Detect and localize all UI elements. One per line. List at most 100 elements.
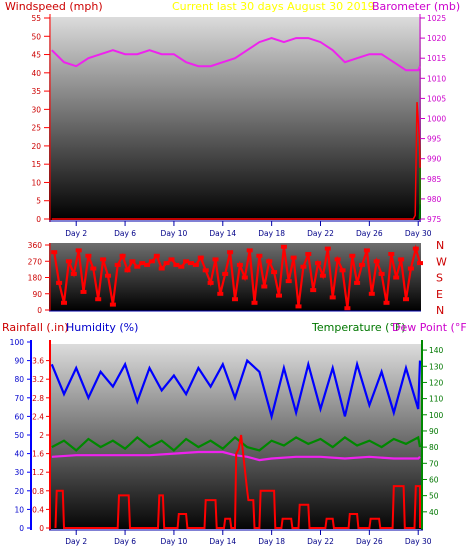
rain-tick-label: 2.4 <box>32 412 44 421</box>
series-point-wind-direction <box>65 259 72 264</box>
humidity-tick-label: 0 <box>19 524 24 533</box>
series-point-wind-direction <box>134 264 141 269</box>
series-point-wind-direction <box>109 302 116 307</box>
series-point-wind-direction <box>70 271 77 276</box>
series-point-wind-direction <box>227 250 234 255</box>
series-point-wind-direction <box>207 280 214 285</box>
x-tick-label: Day 22 <box>307 537 334 546</box>
series-point-wind-direction <box>305 252 312 256</box>
series-point-wind-direction <box>378 271 385 276</box>
left-tick-label: 180 <box>28 274 43 283</box>
compass-label: E <box>436 288 443 301</box>
x-tick-label: Day 30 <box>405 537 432 546</box>
temp-tick-label: 100 <box>429 411 444 420</box>
compass-label: N <box>436 239 444 252</box>
compass-label: W <box>436 255 447 268</box>
humidity-tick-label: 100 <box>10 338 25 347</box>
series-point-wind-direction <box>319 273 326 278</box>
series-point-wind-direction <box>359 262 365 267</box>
series-point-wind-direction <box>105 273 111 278</box>
right-tick-label: 995 <box>427 135 442 144</box>
series-point-wind-direction <box>388 252 395 256</box>
series-point-wind-direction <box>349 253 356 258</box>
series-point-wind-direction <box>236 262 243 267</box>
series-point-wind-direction <box>393 275 400 280</box>
series-point-wind-direction <box>285 279 292 284</box>
rain-tick-label: 3.6 <box>32 357 44 366</box>
left-tick-label: 55 <box>31 14 41 23</box>
series-point-wind-direction <box>315 261 322 266</box>
series-point-wind-direction <box>114 262 121 267</box>
series-line-windspeed <box>51 102 421 220</box>
x-tick-label: Day 14 <box>209 229 236 238</box>
series-line-wind-direction <box>53 244 422 309</box>
series-point-wind-direction <box>334 257 341 262</box>
x-tick-label: Day 18 <box>258 537 285 546</box>
temp-tick-label: 110 <box>429 395 444 404</box>
series-point-wind-direction <box>153 253 160 258</box>
left-tick-label: 45 <box>31 51 41 60</box>
series-point-wind-direction <box>261 284 268 289</box>
temp-tick-label: 140 <box>429 346 444 355</box>
rain-tick-label: 1.2 <box>32 468 44 477</box>
temp-tick-label: 60 <box>429 475 439 484</box>
left-tick-label: 270 <box>28 257 43 266</box>
left-tick-label: 360 <box>28 241 43 250</box>
series-point-wind-direction <box>90 266 97 271</box>
series-point-wind-direction <box>75 248 82 253</box>
temp-tick-label: 120 <box>429 378 444 387</box>
left-tick-label: 20 <box>31 142 41 151</box>
series-point-wind-direction <box>188 261 194 266</box>
x-tick-label: Day 10 <box>161 537 188 546</box>
series-point-wind-direction <box>100 257 107 262</box>
series-point-wind-direction <box>310 288 317 293</box>
left-tick-label: 35 <box>31 87 41 96</box>
series-point-wind-direction <box>139 261 146 266</box>
wind-baro-plot-area <box>49 17 421 220</box>
series-point-wind-direction <box>246 248 253 253</box>
series-point-wind-direction <box>202 268 209 273</box>
temperature-axis-label: Temperature (°F) <box>311 321 406 334</box>
left-tick-label: 0 <box>37 306 42 315</box>
series-point-wind-direction <box>222 271 229 276</box>
x-tick-label: Day 6 <box>114 537 136 546</box>
series-point-wind-direction <box>256 253 263 258</box>
series-line-dew-point <box>51 450 421 462</box>
series-point-wind-direction <box>144 262 151 267</box>
left-tick-label: 10 <box>31 178 41 187</box>
series-point-wind-direction <box>339 268 346 273</box>
humidity-tick-label: 20 <box>14 487 24 496</box>
series-point-wind-direction <box>398 257 405 262</box>
rain-tick-label: 3.2 <box>32 375 44 384</box>
series-point-wind-direction <box>80 289 87 294</box>
x-tick-label: Day 6 <box>114 229 136 238</box>
left-tick-label: 25 <box>31 124 41 133</box>
series-point-wind-direction <box>129 259 136 264</box>
rain-tick-label: 0.4 <box>32 505 44 514</box>
series-point-wind-direction <box>212 257 219 262</box>
dewpoint-axis-label: Dew Point (°F) <box>392 321 466 334</box>
series-point-wind-direction <box>354 280 361 285</box>
series-point-wind-direction <box>417 261 423 266</box>
left-tick-label: 5 <box>36 197 41 206</box>
humidity-tick-label: 10 <box>14 505 24 514</box>
series-point-wind-direction <box>85 253 92 258</box>
series-line-rainfall <box>54 434 421 529</box>
series-point-wind-direction <box>95 297 102 302</box>
x-tick-label: Day 2 <box>65 537 87 546</box>
x-tick-label: Day 26 <box>356 229 383 238</box>
humidity-tick-label: 40 <box>14 450 24 459</box>
series-point-wind-direction <box>217 291 224 296</box>
right-tick-label: 985 <box>427 175 442 184</box>
series-point-wind-direction <box>344 306 351 311</box>
humidity-tick-label: 80 <box>14 375 24 384</box>
series-point-wind-direction <box>51 250 58 255</box>
series-point-wind-direction <box>232 297 238 302</box>
series-point-wind-direction <box>412 246 419 251</box>
temp-tick-label: 70 <box>429 459 439 468</box>
humidity-tick-label: 70 <box>14 394 24 403</box>
series-point-wind-direction <box>148 259 155 264</box>
series-point-wind-direction <box>290 255 297 260</box>
rain-tick-label: 2 <box>39 431 44 440</box>
